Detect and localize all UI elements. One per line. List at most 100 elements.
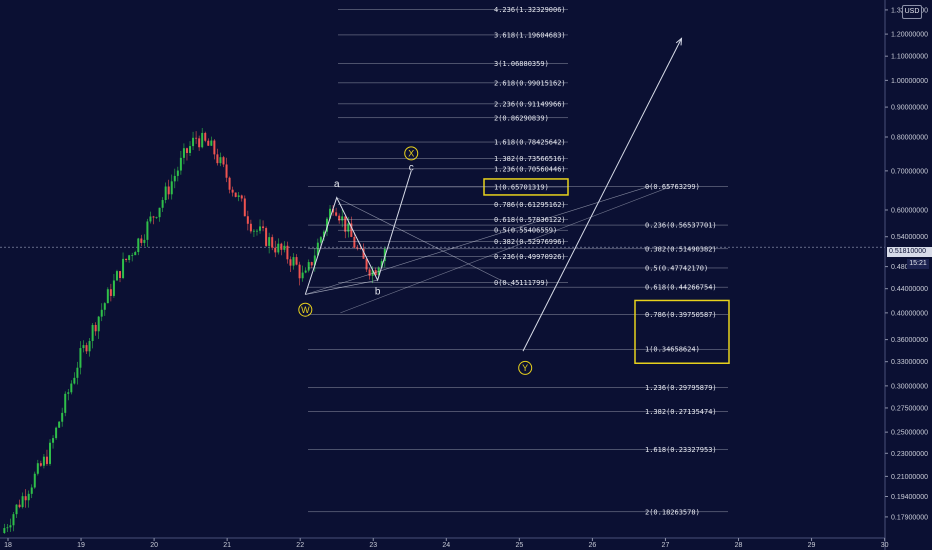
candle-body <box>207 140 210 146</box>
candle-body <box>231 189 234 193</box>
time-tick-label: 23 <box>369 542 377 549</box>
candle-body <box>268 237 271 246</box>
candle-body <box>286 245 289 260</box>
price-tick-label: 0.19400000 <box>891 494 928 501</box>
candle-body <box>33 473 36 488</box>
candle-body <box>134 252 137 256</box>
candle-body <box>146 221 149 240</box>
candle-body <box>313 255 316 266</box>
candle-body <box>319 237 322 243</box>
candle-body <box>112 280 115 296</box>
fib-ext-level-label: 0.618(0.57836122) <box>494 216 566 224</box>
candle-body <box>335 212 338 216</box>
candle-body <box>18 504 21 508</box>
fib-retracement-tool[interactable]: 0(0.65763299) 0.236(0.56537701) 0.382(0.51… <box>308 183 730 516</box>
candle-body <box>94 324 97 332</box>
candle-body <box>58 421 61 428</box>
wave-label-circle <box>518 360 533 375</box>
candle-body <box>45 456 48 464</box>
time-tick-label: 27 <box>662 542 670 549</box>
candle-body <box>36 463 39 474</box>
candle-body <box>216 154 219 164</box>
wave-count-drawing[interactable] <box>304 37 683 352</box>
candle-body <box>280 243 283 250</box>
candle-body <box>301 272 304 279</box>
candle-body <box>100 309 103 317</box>
candle-body <box>155 217 158 218</box>
candle-body <box>201 132 204 148</box>
wave-label-a: a <box>334 179 340 190</box>
candle-body <box>27 493 30 501</box>
candle-body <box>97 316 100 332</box>
candle-body <box>152 216 155 218</box>
candle-body <box>198 138 201 148</box>
fib-ext-level-label: 0(0.45111799) <box>494 279 549 287</box>
wave-label-circle <box>404 146 419 161</box>
time-tick-label: 29 <box>808 542 816 549</box>
candle-body <box>158 207 161 218</box>
price-tick-label: 0.90000000 <box>891 105 928 112</box>
time-tick-label: 19 <box>77 542 85 549</box>
fib-ext-level-label: 2(0.86290839) <box>494 114 549 122</box>
price-tick-label: 1.00000000 <box>891 78 928 85</box>
candle-body <box>115 271 118 281</box>
candle-body <box>182 148 185 158</box>
wave-path[interactable] <box>304 170 412 295</box>
candle-body <box>164 186 167 201</box>
candle-body <box>252 230 255 232</box>
wave-label-circle <box>298 302 313 317</box>
projection-arrow[interactable] <box>522 38 682 352</box>
candle-body <box>283 245 286 250</box>
fib-ext-level-label: 1.382(0.73566516) <box>494 155 566 163</box>
time-tick-label: 26 <box>589 542 597 549</box>
candle-body <box>362 248 365 259</box>
fib-ext-level-label: 3(1.06880359) <box>494 60 549 68</box>
time-tick-label: 25 <box>515 542 523 549</box>
candle-body <box>61 412 64 422</box>
fib-extension-tool[interactable]: 4.236(1.32329006) 3.618(1.19604683) 3(1.06… <box>338 6 569 287</box>
candle-body <box>88 341 91 352</box>
candle-body <box>82 345 85 349</box>
candle-body <box>170 181 173 195</box>
candle-body <box>213 140 216 155</box>
candle-body <box>70 383 73 393</box>
candle-body <box>307 262 310 271</box>
candle-body <box>359 248 362 249</box>
candle-body <box>289 259 292 266</box>
wave-trend-line <box>336 197 513 287</box>
candle-body <box>73 377 76 384</box>
price-tick-label: 0.60000000 <box>891 207 928 214</box>
candle-body <box>140 238 143 243</box>
candle-body <box>109 289 112 296</box>
fib-ext-level-label: 0.382(0.52976996) <box>494 238 566 246</box>
candle-body <box>237 195 240 197</box>
wave-label-c: c <box>409 162 414 173</box>
candle-body <box>277 243 280 253</box>
candle-body <box>371 270 374 276</box>
candle-body <box>353 236 356 248</box>
wave-label-W: W <box>301 305 310 315</box>
fib-ret-level-label: 2(0.18263578) <box>645 508 700 516</box>
candle-body <box>9 525 12 528</box>
candle-body <box>131 255 134 256</box>
candle-body <box>3 528 6 533</box>
fib-ext-level-label: 3.618(1.19604683) <box>494 31 566 39</box>
candle-body <box>374 270 377 276</box>
candle-body <box>122 258 125 279</box>
candle-body <box>125 258 128 260</box>
currency-button[interactable]: USD <box>902 5 922 19</box>
fib-ret-highlight-box[interactable] <box>634 299 730 364</box>
candle-body <box>274 247 277 253</box>
price-tick-label: 0.44000000 <box>891 286 928 293</box>
candle-body <box>161 200 164 208</box>
candle-body <box>21 496 24 508</box>
price-tick-label: 0.25000000 <box>891 430 928 437</box>
time-axis[interactable]: 18 19 20 21 22 23 24 25 26 27 28 29 30 <box>0 537 889 549</box>
candle-body <box>356 247 359 249</box>
candle-body <box>383 248 386 262</box>
candle-body <box>332 208 335 213</box>
fib-ret-level-label: 0.786(0.39750587) <box>645 311 717 319</box>
time-tick-label: 20 <box>150 542 158 549</box>
candle-countdown: 15:21 <box>907 259 929 269</box>
